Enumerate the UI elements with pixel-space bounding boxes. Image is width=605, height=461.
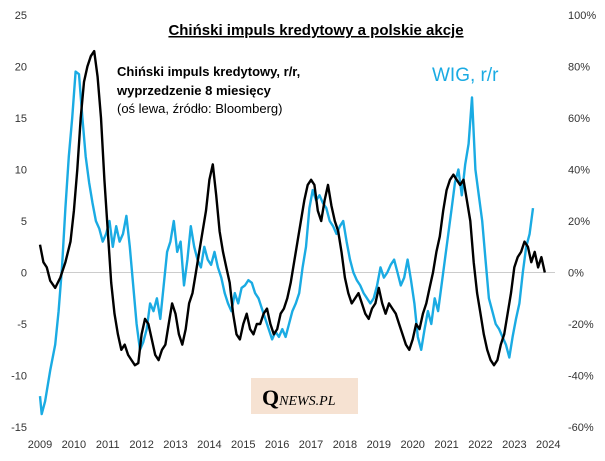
x-tick-label: 2016 bbox=[265, 439, 289, 451]
svg-text:QNEWS.PL: QNEWS.PL bbox=[262, 385, 336, 410]
right-tick-label: -60% bbox=[568, 422, 594, 434]
qnews-watermark: QNEWS.PL bbox=[251, 378, 358, 414]
x-tick-label: 2015 bbox=[231, 439, 255, 451]
right-tick-label: 80% bbox=[568, 62, 590, 74]
right-tick-label: -20% bbox=[568, 319, 594, 331]
left-tick-label: 20 bbox=[15, 62, 27, 74]
chart-title: Chiński impuls kredytowy a polskie akcje bbox=[168, 22, 463, 39]
x-tick-label: 2020 bbox=[400, 439, 424, 451]
wig-line bbox=[38, 70, 535, 416]
left-tick-label: -5 bbox=[17, 319, 27, 331]
annotation-line-2: wyprzedzenie 8 miesięcy bbox=[116, 83, 272, 98]
left-tick-label: 15 bbox=[15, 113, 27, 125]
left-tick-label: -10 bbox=[11, 371, 27, 383]
watermark-initial: Q bbox=[262, 385, 279, 410]
x-tick-label: 2023 bbox=[502, 439, 526, 451]
x-tick-label: 2018 bbox=[333, 439, 357, 451]
x-tick-label: 2009 bbox=[28, 439, 52, 451]
left-axis-ticks: -15 -10 -5 0 5 10 15 20 25 bbox=[11, 10, 27, 434]
right-tick-label: 0% bbox=[568, 268, 584, 280]
left-tick-label: 0 bbox=[21, 268, 27, 280]
wig-series-label: WIG, r/r bbox=[432, 65, 499, 86]
annotation-line-3: (oś lewa, źródło: Bloomberg) bbox=[117, 101, 282, 116]
right-tick-label: -40% bbox=[568, 371, 594, 383]
x-tick-label: 2011 bbox=[96, 439, 120, 451]
x-tick-label: 2017 bbox=[299, 439, 323, 451]
right-tick-label: 100% bbox=[568, 10, 596, 22]
right-tick-label: 60% bbox=[568, 113, 590, 125]
x-tick-label: 2021 bbox=[434, 439, 458, 451]
annotation-line-1: Chiński impuls kredytowy, r/r, bbox=[117, 64, 300, 79]
right-tick-label: 40% bbox=[568, 165, 590, 177]
x-tick-label: 2022 bbox=[468, 439, 492, 451]
right-tick-label: 20% bbox=[568, 216, 590, 228]
right-axis-ticks: -60% -40% -20% 0% 20% 40% 60% 80% 100% bbox=[568, 10, 596, 434]
left-tick-label: -15 bbox=[11, 422, 27, 434]
x-tick-label: 2019 bbox=[367, 439, 391, 451]
x-axis-ticks: 2009 2010 2011 2012 2013 2014 2015 2016 2017 2018… bbox=[28, 439, 561, 451]
x-tick-label: 2024 bbox=[536, 439, 560, 451]
x-tick-label: 2013 bbox=[163, 439, 187, 451]
left-tick-label: 10 bbox=[15, 165, 27, 177]
left-tick-label: 25 bbox=[15, 10, 27, 22]
watermark-rest: NEWS.PL bbox=[278, 394, 336, 409]
x-tick-label: 2014 bbox=[197, 439, 221, 451]
china-credit-impulse-line bbox=[38, 49, 546, 367]
x-tick-label: 2010 bbox=[62, 439, 86, 451]
left-tick-label: 5 bbox=[21, 216, 27, 228]
x-tick-label: 2012 bbox=[129, 439, 153, 451]
